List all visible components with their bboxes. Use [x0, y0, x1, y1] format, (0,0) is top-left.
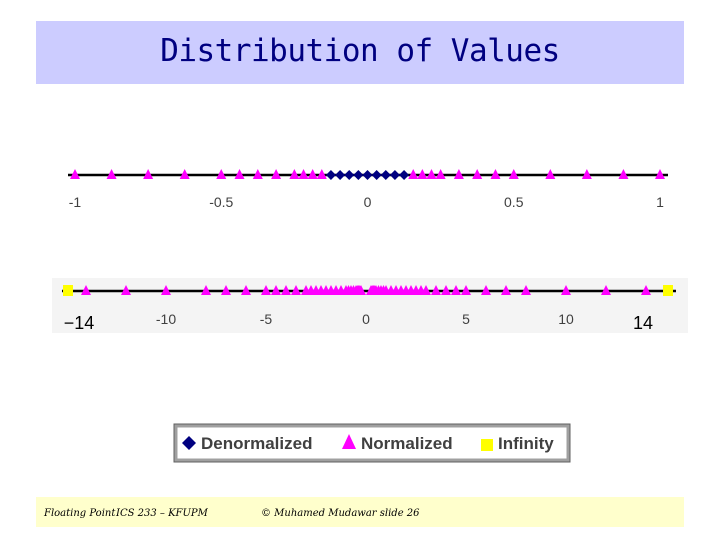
denormalized-point — [335, 170, 346, 180]
tick-label: 0.5 — [504, 194, 524, 210]
footer-bar: Floating Point ICS 233 – KFUPM © Muhamed… — [36, 497, 684, 527]
normalized-point — [417, 169, 428, 179]
denormalized-point — [325, 170, 336, 180]
tick-label: -5 — [260, 311, 273, 327]
tick-label: 5 — [462, 311, 470, 327]
normalized-point — [316, 169, 327, 179]
normalized-point — [441, 285, 451, 295]
footer-course-text: ICS 233 – KFUPM — [116, 508, 208, 519]
normalized-point — [490, 169, 501, 179]
tick-label: 0 — [364, 194, 372, 210]
legend-label: Infinity — [498, 434, 554, 453]
bottom-chart-panel — [52, 278, 688, 333]
normalized-point — [252, 169, 263, 179]
bottom-number-line: -10 -5 0 5 10 −14 14 — [62, 285, 676, 333]
legend-label: Normalized — [361, 434, 453, 453]
legend-outer-border — [173, 423, 571, 463]
normalized-point — [201, 285, 211, 295]
normalized-point — [481, 285, 491, 295]
tick-label: 1 — [656, 194, 664, 210]
infinity-point — [63, 285, 73, 296]
normalized-point — [451, 285, 461, 295]
normalized-point — [561, 285, 571, 295]
normalized-point — [307, 169, 318, 179]
tick-label: -0.5 — [209, 194, 233, 210]
infinity-point — [663, 285, 673, 296]
normalized-point — [271, 169, 282, 179]
normalized-point — [216, 169, 227, 179]
normalized-point — [161, 285, 171, 295]
legend-frame — [174, 424, 570, 462]
normalized-point — [221, 285, 231, 295]
legend-triangle-icon — [342, 434, 356, 449]
normalized-point — [453, 169, 464, 179]
normalized-point — [508, 169, 519, 179]
normalized-point — [641, 285, 651, 295]
end-label-max: 14 — [633, 313, 653, 333]
top-number-line: -1 -0.5 0 0.5 1 — [68, 169, 668, 210]
normalized-point — [241, 285, 251, 295]
normalized-point — [618, 169, 629, 179]
legend: Denormalized Normalized Infinity — [173, 423, 571, 463]
normalized-point — [298, 169, 309, 179]
normalized-point — [281, 285, 291, 295]
normalized-point — [581, 169, 592, 179]
denormalized-point — [380, 170, 391, 180]
footer-credit-text: © Muhamed Mudawar slide 26 — [261, 508, 420, 519]
denormalized-point — [371, 170, 382, 180]
denormalized-point — [353, 170, 364, 180]
tick-label: -10 — [156, 311, 176, 327]
normalized-point — [179, 169, 190, 179]
tick-label: -1 — [69, 194, 82, 210]
normalized-point — [143, 169, 154, 179]
normalized-point — [601, 285, 611, 295]
normalized-point — [426, 169, 437, 179]
denormalized-point — [399, 170, 410, 180]
legend-diamond-icon — [182, 436, 196, 450]
normalized-point — [472, 169, 483, 179]
normalized-point — [356, 285, 366, 295]
top-chart-panel — [62, 152, 682, 220]
tick-label: 0 — [362, 311, 370, 327]
normalized-point — [121, 285, 131, 295]
normalized-point — [435, 169, 446, 179]
normalized-point — [461, 285, 471, 295]
slide-title: Distribution of Values — [160, 33, 560, 69]
normalized-point — [289, 169, 300, 179]
legend-square-icon — [481, 439, 493, 451]
normalized-point — [70, 169, 80, 179]
denormalized-point — [362, 170, 373, 180]
denormalized-point — [344, 170, 355, 180]
normalized-point — [521, 285, 531, 295]
normalized-point — [271, 285, 281, 295]
end-label-min: −14 — [64, 313, 95, 333]
normalized-point — [291, 285, 301, 295]
normalized-point — [261, 285, 271, 295]
normalized-point — [234, 169, 245, 179]
tick-label: 10 — [558, 311, 574, 327]
title-bar: Distribution of Values — [36, 21, 684, 84]
denormalized-point — [389, 170, 400, 180]
normalized-point — [501, 285, 511, 295]
normalized-point — [408, 169, 419, 179]
normalized-point — [545, 169, 556, 179]
legend-label: Denormalized — [201, 434, 312, 453]
normalized-point — [431, 285, 441, 295]
footer-left-text: Floating Point — [44, 508, 116, 519]
normalized-point — [81, 285, 91, 295]
normalized-point — [655, 169, 665, 179]
normalized-point — [106, 169, 117, 179]
normalized-point — [421, 285, 431, 295]
